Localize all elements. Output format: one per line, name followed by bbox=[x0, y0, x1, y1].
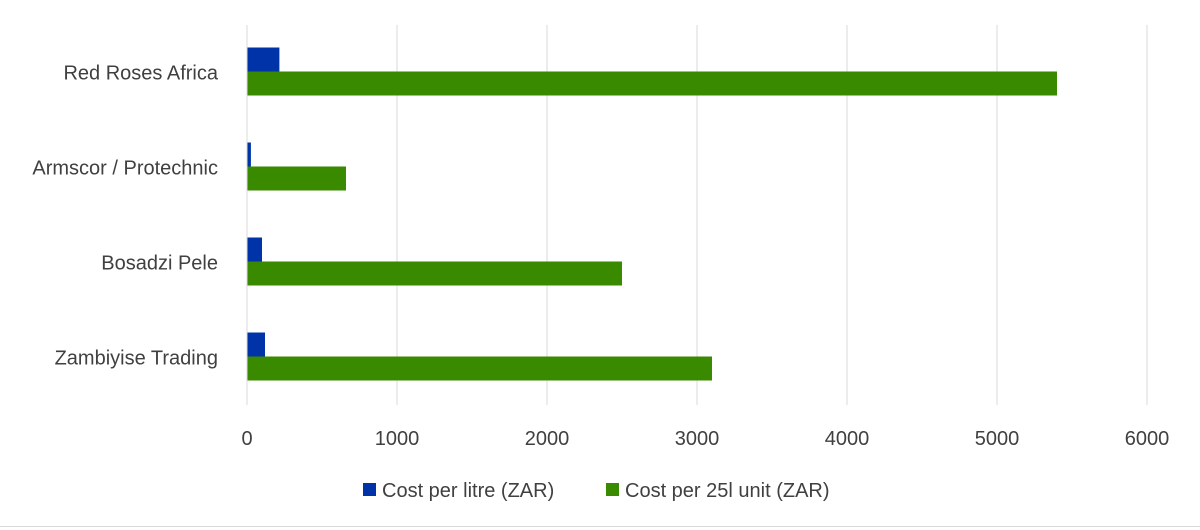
bottom-divider bbox=[0, 526, 1200, 527]
legend-swatch bbox=[606, 483, 619, 496]
legend-swatch bbox=[363, 483, 376, 496]
legend-label: Cost per 25l unit (ZAR) bbox=[625, 480, 830, 502]
x-tick-label: 6000 bbox=[1125, 428, 1170, 450]
x-tick-label: 1000 bbox=[375, 428, 420, 450]
legend: Cost per litre (ZAR) Cost per 25l unit (Z… bbox=[363, 480, 830, 502]
x-tick-label: 4000 bbox=[825, 428, 870, 450]
legend-label: Cost per litre (ZAR) bbox=[382, 480, 554, 502]
x-tick-label: 5000 bbox=[975, 428, 1020, 450]
bar-cost-per-litre bbox=[247, 47, 280, 72]
bar-cost-per-litre bbox=[247, 142, 251, 167]
bar-cost-per-litre bbox=[247, 332, 265, 357]
category-label: Bosadzi Pele bbox=[101, 253, 218, 275]
category-label: Red Roses Africa bbox=[63, 63, 218, 85]
category-label: Armscor / Protechnic bbox=[32, 158, 218, 180]
x-tick-label: 3000 bbox=[675, 428, 720, 450]
bar-cost-per-litre bbox=[247, 237, 262, 262]
bar-cost-per-25l-unit bbox=[247, 261, 622, 286]
x-tick-labels: 0 1000 2000 3000 4000 5000 6000 bbox=[241, 428, 1169, 450]
x-tick-label: 0 bbox=[241, 428, 252, 450]
bar-cost-per-25l-unit bbox=[247, 356, 712, 381]
bars bbox=[247, 47, 1057, 381]
x-tick-label: 2000 bbox=[525, 428, 570, 450]
bar-cost-per-25l-unit bbox=[247, 166, 346, 191]
bar-cost-per-25l-unit bbox=[247, 71, 1057, 96]
category-labels: Red Roses Africa Armscor / Protechnic Bosa… bbox=[32, 63, 218, 370]
category-label: Zambiyise Trading bbox=[55, 348, 218, 370]
